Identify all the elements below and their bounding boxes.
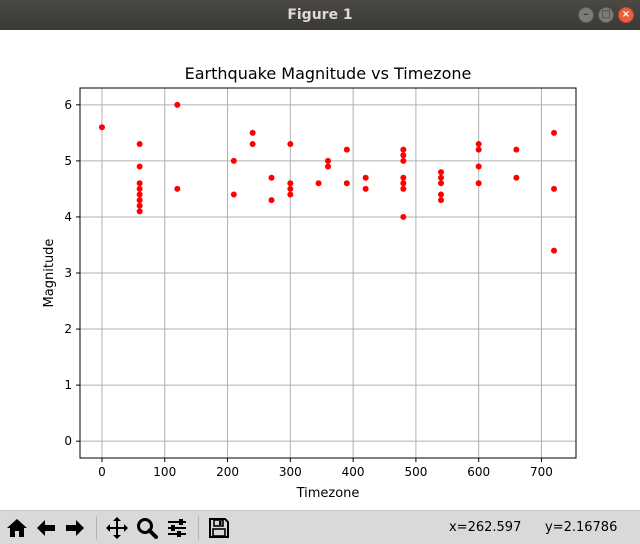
data-point [98, 124, 105, 131]
data-point [174, 101, 181, 108]
chart-title: Earthquake Magnitude vs Timezone [185, 64, 472, 83]
x-tick-label: 700 [530, 465, 553, 479]
window-titlebar: Figure 1 – □ × [0, 0, 640, 30]
data-point [513, 146, 520, 153]
data-point [438, 197, 445, 204]
configure-subplots-icon [168, 519, 186, 537]
minimize-button[interactable]: – [578, 7, 594, 23]
data-point [136, 163, 143, 170]
forward-button[interactable] [62, 515, 88, 541]
data-point [325, 163, 331, 170]
data-point [343, 146, 350, 153]
home-button[interactable] [4, 515, 30, 541]
data-point [136, 197, 143, 204]
y-tick-label: 0 [64, 434, 72, 448]
data-point [362, 174, 369, 181]
zoom-button[interactable] [134, 515, 160, 541]
data-point [136, 141, 143, 148]
data-point [400, 213, 407, 220]
y-tick-label: 6 [64, 98, 72, 112]
data-point [475, 141, 482, 148]
data-point [475, 180, 482, 187]
scatter-chart: Earthquake Magnitude vs Timezone Timezon… [42, 64, 577, 501]
y-tick-label: 2 [64, 322, 72, 336]
data-point [438, 180, 445, 187]
pan-button[interactable] [104, 515, 130, 541]
x-tick-label: 200 [216, 465, 239, 479]
data-point [400, 185, 407, 192]
maximize-button[interactable]: □ [598, 7, 614, 23]
y-tick-label: 5 [64, 154, 72, 168]
data-point [249, 129, 256, 136]
home-icon [7, 519, 27, 537]
window-title: Figure 1 [287, 7, 353, 23]
plot-area-frame [79, 87, 577, 459]
data-point [400, 152, 407, 159]
y-tick-label: 3 [64, 266, 72, 280]
data-point [230, 157, 237, 164]
pan-icon [106, 517, 128, 539]
data-point [315, 180, 322, 187]
x-tick-label: 500 [404, 465, 427, 479]
data-point [438, 169, 445, 176]
y-tick-label: 4 [64, 210, 72, 224]
data-point [136, 185, 143, 192]
back-icon [37, 520, 55, 536]
data-point [475, 163, 482, 170]
data-point [230, 191, 237, 198]
axis-ticks: 0 100 200 300 400 500 600 700 0 1 2 3 4 5 6 [64, 98, 553, 479]
data-point [268, 197, 275, 204]
cursor-y-readout: y=2.16786 [545, 520, 618, 535]
data-point [249, 141, 256, 148]
x-tick-label: 100 [153, 465, 176, 479]
back-button[interactable] [33, 515, 59, 541]
data-point [438, 174, 445, 181]
data-point [551, 247, 558, 254]
data-point [513, 174, 520, 181]
y-tick-label: 1 [64, 378, 72, 392]
data-point [362, 185, 369, 192]
data-point [268, 174, 275, 181]
forward-icon [66, 520, 84, 536]
figure-canvas[interactable]: Earthquake Magnitude vs Timezone Timezon… [0, 30, 640, 510]
navigation-toolbar: x=262.597 y=2.16786 [0, 510, 640, 544]
data-point [325, 157, 331, 164]
configure-subplots-button[interactable] [164, 515, 190, 541]
x-tick-label: 0 [98, 465, 106, 479]
data-point [287, 141, 294, 148]
x-tick-label: 400 [342, 465, 365, 479]
data-point [475, 146, 482, 153]
data-point [551, 185, 558, 192]
x-axis-label: Timezone [296, 486, 360, 501]
data-point [136, 180, 143, 187]
grid-lines [80, 88, 576, 458]
toolbar-separator [198, 516, 199, 540]
y-axis-label: Magnitude [42, 239, 57, 308]
data-point [438, 191, 445, 198]
data-point [136, 208, 143, 215]
save-icon [209, 518, 229, 538]
x-tick-label: 600 [467, 465, 490, 479]
data-point [343, 180, 350, 187]
zoom-icon [137, 518, 158, 539]
data-point [287, 185, 294, 192]
toolbar-separator [96, 516, 97, 540]
data-point [136, 202, 143, 209]
data-point [287, 180, 294, 187]
data-points [98, 101, 558, 254]
data-point [136, 191, 143, 198]
save-button[interactable] [206, 515, 232, 541]
data-point [400, 174, 407, 181]
data-point [287, 191, 294, 198]
data-point [551, 129, 558, 136]
data-point [174, 185, 181, 192]
cursor-x-readout: x=262.597 [449, 520, 522, 535]
data-point [400, 146, 407, 153]
data-point [400, 180, 407, 187]
close-button[interactable]: × [618, 7, 634, 23]
x-tick-label: 300 [279, 465, 302, 479]
data-point [400, 157, 407, 164]
